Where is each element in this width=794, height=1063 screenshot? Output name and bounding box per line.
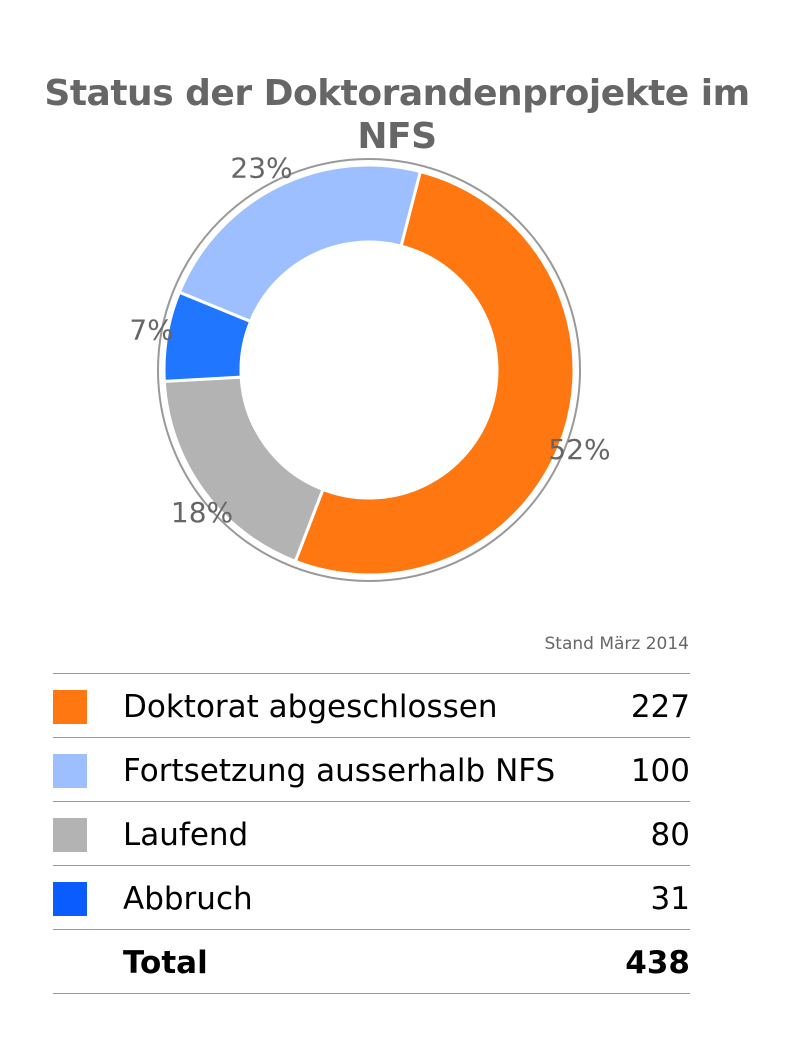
legend-row-aborted: Abbruch 31 — [53, 866, 690, 930]
legend-row-continued-outside: Fortsetzung ausserhalb NFS 100 — [53, 738, 690, 802]
legend-swatch — [53, 754, 87, 788]
donut-outer-ring — [157, 158, 581, 582]
chart-title: Status der Doktorandenprojekte im NFS — [44, 73, 750, 158]
legend-row-completed: Doktorat abgeschlossen 227 — [53, 674, 690, 738]
legend-swatch — [53, 882, 87, 916]
slice-percent-label: 23% — [230, 151, 292, 184]
legend-row-ongoing: Laufend 80 — [53, 802, 690, 866]
total-label: Total — [123, 945, 208, 981]
legend-label: Abbruch — [123, 881, 253, 917]
legend-swatch — [53, 818, 87, 852]
legend-table: Doktorat abgeschlossen 227 Fortsetzung a… — [53, 673, 690, 994]
legend-value: 227 — [630, 689, 690, 725]
slice-percent-label: 52% — [548, 433, 610, 466]
donut-slice — [293, 169, 576, 577]
legend-label: Doktorat abgeschlossen — [123, 689, 498, 725]
legend-value: 31 — [650, 881, 690, 917]
slice-percent-label: 7% — [129, 314, 173, 347]
legend-row-total: Total 438 — [53, 930, 690, 994]
legend-value: 80 — [650, 817, 690, 853]
donut-slice — [177, 163, 423, 324]
total-value: 438 — [625, 945, 690, 981]
legend-value: 100 — [630, 753, 690, 789]
legend-label: Fortsetzung ausserhalb NFS — [123, 753, 556, 789]
donut-slice — [162, 375, 325, 564]
donut-chart: 52% 18% 7% 23% — [129, 151, 611, 582]
slice-percent-label: 18% — [171, 496, 233, 529]
legend-swatch — [53, 690, 87, 724]
legend-label: Laufend — [123, 817, 249, 853]
date-note: Stand März 2014 — [544, 634, 689, 654]
